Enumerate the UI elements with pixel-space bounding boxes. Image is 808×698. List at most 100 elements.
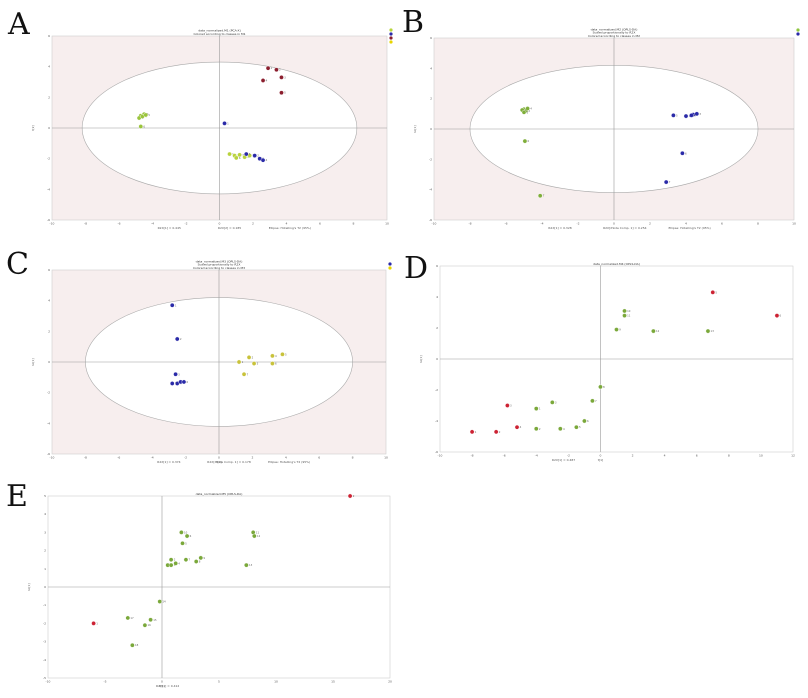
- data-point: [233, 155, 239, 161]
- x-tick-label: 6: [318, 456, 320, 460]
- y-axis-label: t[2]: [31, 125, 35, 130]
- point-label: 3: [284, 75, 286, 79]
- chart-title: data_normalized.M3 (OPLS-DA): [196, 260, 243, 263]
- point-label: 14: [162, 600, 166, 604]
- point-label: 8: [199, 560, 201, 564]
- y-tick-label: 2: [430, 97, 432, 101]
- point-label: 5: [527, 110, 529, 114]
- data-point: [710, 290, 716, 295]
- data-point: [246, 355, 252, 360]
- y-tick-label: -2: [43, 621, 46, 625]
- data-point: [260, 78, 266, 83]
- footer-stat: R2X[XSide Comp. 1] = 0.254: [603, 226, 647, 230]
- point-label: 10: [627, 309, 631, 313]
- data-point: [193, 559, 199, 564]
- data-point: [227, 151, 232, 157]
- x-tick-label: -4: [535, 454, 538, 458]
- x-tick-label: 8: [757, 222, 759, 226]
- data-point: [181, 379, 187, 385]
- data-point: [222, 121, 227, 126]
- plot-svg: -10 -8 -6 -4 -2 0 2 4 6 8 10 -6 -4 -2 0 2 4 6 data_normali…: [31, 28, 393, 230]
- point-label: 11: [627, 314, 631, 318]
- point-label: 6: [528, 139, 530, 143]
- x-tick-label: -8: [84, 456, 87, 460]
- x-tick-label: 6: [319, 222, 321, 226]
- point-label: 8: [603, 385, 605, 389]
- data-point: [169, 302, 175, 308]
- point-label: 5: [249, 152, 251, 156]
- point-label: 2: [499, 430, 501, 434]
- point-label: 4: [178, 561, 180, 565]
- point-label: 6: [685, 151, 687, 155]
- x-tick-label: 10: [792, 222, 796, 226]
- legend-swatch: [388, 262, 392, 266]
- point-label: 5: [285, 352, 287, 356]
- x-axis-label: t[1]: [216, 460, 221, 464]
- data-point: [505, 403, 510, 408]
- x-tick-label: 10: [759, 454, 763, 458]
- point-label: 9: [203, 556, 205, 560]
- data-point: [173, 371, 178, 377]
- data-point: [243, 151, 249, 157]
- footer-stat: Ellipse: Hotelling's T2 (95%): [669, 226, 711, 230]
- point-label: 3: [242, 153, 244, 157]
- data-point: [130, 642, 135, 648]
- point-label: 11: [256, 530, 260, 534]
- legend-swatch: [389, 40, 393, 44]
- data-point: [252, 533, 257, 539]
- point-label: 4: [520, 425, 522, 429]
- footer-stat: R2X[1] = 0.374: [157, 460, 180, 464]
- x-tick-label: -2: [185, 222, 188, 226]
- point-label: 7: [595, 399, 597, 403]
- data-point: [148, 617, 153, 623]
- y-tick-label: 0: [436, 357, 438, 361]
- chart-title: Scaled proportionally to R2X: [198, 263, 241, 267]
- point-label: 4: [563, 427, 565, 431]
- y-tick-label: -4: [47, 187, 50, 191]
- data-point: [590, 398, 595, 404]
- footer-stat: R2X[2] = 0.185: [218, 226, 241, 230]
- point-label: 6: [587, 419, 589, 423]
- y-tick-label: -6: [47, 218, 50, 222]
- x-tick-label: 0: [219, 222, 221, 226]
- data-point: [173, 561, 178, 566]
- x-axis-label: t[1]: [598, 458, 603, 462]
- point-label: 2: [353, 494, 355, 498]
- x-tick-label: 0: [161, 680, 163, 684]
- data-point: [168, 557, 174, 562]
- legend-swatch: [796, 32, 800, 36]
- x-tick-label: 8: [728, 454, 730, 458]
- point-label: 16: [148, 623, 152, 627]
- chart-b: -10 -8 -6 -4 -2 0 2 4 6 8 10 -6 -4 -2 0 2 4 6 data_normali…: [412, 26, 802, 236]
- data-point: [598, 384, 603, 390]
- data-point: [274, 67, 279, 73]
- y-tick-label: -4: [429, 188, 432, 192]
- y-tick-label: -2: [429, 157, 432, 161]
- data-point: [680, 150, 685, 156]
- x-tick-label: 5: [218, 680, 220, 684]
- data-point: [671, 113, 676, 118]
- x-tick-label: -5: [104, 680, 107, 684]
- point-label: 3: [510, 404, 512, 408]
- y-tick-label: 2: [48, 95, 50, 99]
- y-tick-label: 2: [436, 326, 438, 330]
- x-tick-label: -8: [84, 222, 87, 226]
- x-tick-label: -2: [567, 454, 570, 458]
- point-label: 3: [178, 372, 180, 376]
- footer-stat: Ellipse: Hotelling's T2 (95%): [269, 226, 311, 230]
- data-point: [622, 313, 627, 318]
- point-label: 2: [252, 355, 254, 359]
- data-point: [663, 179, 669, 185]
- point-label: 6: [190, 534, 192, 538]
- data-point: [574, 424, 579, 430]
- point-label: 1: [271, 66, 273, 70]
- point-label: 1: [539, 407, 541, 411]
- data-point: [125, 615, 131, 621]
- legend-swatch: [389, 28, 393, 32]
- y-axis-label: to[1]: [413, 125, 417, 132]
- y-tick-label: 6: [430, 36, 432, 40]
- point-label: 6: [187, 380, 189, 384]
- y-tick-label: 4: [436, 295, 438, 299]
- point-label: 1: [175, 303, 177, 307]
